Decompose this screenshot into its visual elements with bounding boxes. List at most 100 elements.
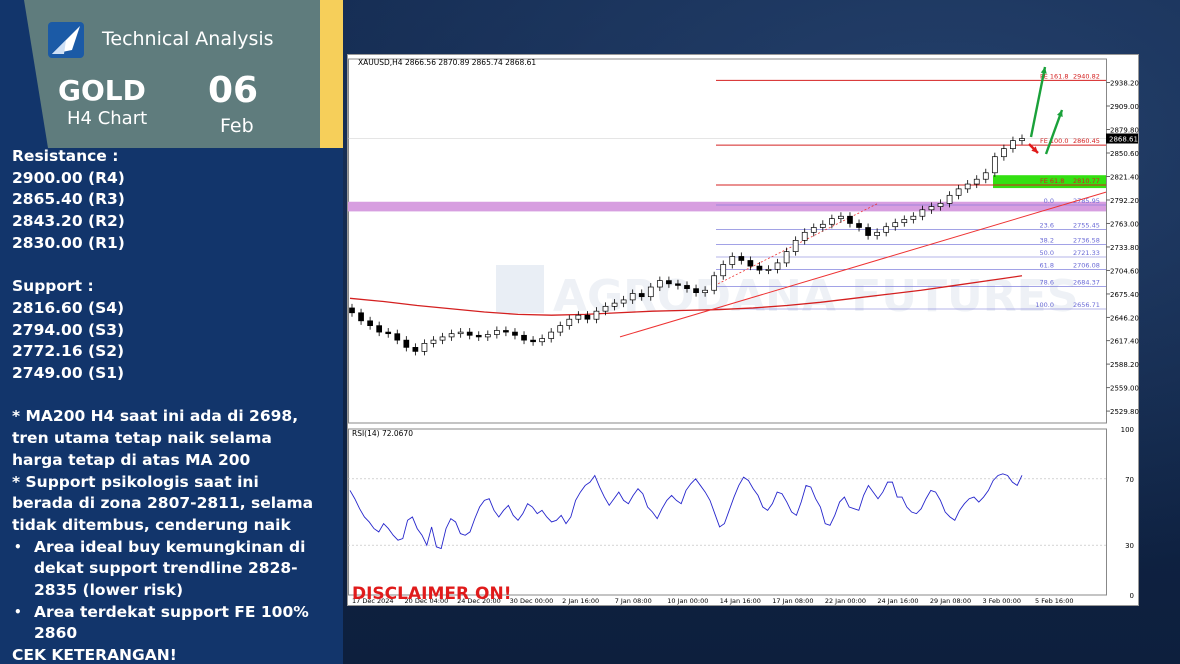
rsi-label: RSI(14) 72.0670 <box>352 429 413 438</box>
fib-level-label: 50.0 <box>1040 249 1054 257</box>
candle-body <box>937 203 944 207</box>
price-tick-label: 2559.00 <box>1110 385 1139 393</box>
x-tick-label: 5 Feb 16:00 <box>1035 597 1074 605</box>
fib-level-label: 38.2 <box>1040 237 1054 245</box>
price-tick-label: 2850.60 <box>1110 150 1139 158</box>
x-tick-label: 20 Dec 04:00 <box>405 597 449 605</box>
candle-body <box>973 178 980 185</box>
resistance-r1: 2830.00 (R1) <box>12 233 125 252</box>
x-tick-label: 10 Jan 00:00 <box>667 597 708 605</box>
projection-arrow-up-2-head <box>1056 110 1063 117</box>
candle-body <box>367 320 373 326</box>
rsi-level-label: 70 <box>1125 476 1134 484</box>
support-s1: 2749.00 (S1) <box>12 364 125 383</box>
disclaimer-text: DISCLAIMER ON! <box>352 584 512 604</box>
price-tick-label: 2733.80 <box>1110 244 1139 252</box>
header-accent-tab <box>320 0 343 148</box>
price-tick-label: 2646.20 <box>1110 314 1139 322</box>
candle-body <box>982 172 989 180</box>
fe-level-label: FE 100.0 <box>1040 137 1069 145</box>
x-tick-label: 17 Dec 2024 <box>352 597 394 605</box>
fib-level-value: 2706.08 <box>1073 261 1100 269</box>
candle-body <box>964 183 971 190</box>
x-tick-label: 29 Jan 08:00 <box>930 597 971 605</box>
x-tick-label: 22 Jan 00:00 <box>825 597 866 605</box>
fe-level-value: 2810.77 <box>1073 177 1100 185</box>
candle-body <box>910 215 917 220</box>
date-month: Feb <box>220 115 254 137</box>
resistance-title: Resistance : <box>12 147 119 165</box>
candle-body <box>376 325 383 333</box>
candle-body <box>693 288 699 294</box>
candle-body <box>349 307 355 314</box>
candle-body <box>629 293 636 301</box>
candle-body <box>656 280 663 288</box>
candle-body <box>991 156 998 174</box>
candle-body <box>394 333 401 341</box>
price-tick-label: 2617.40 <box>1110 338 1139 346</box>
candle-body <box>765 268 772 271</box>
price-tick-label: 2879.80 <box>1110 127 1139 135</box>
fib-level-label: 0.0 <box>1044 197 1054 205</box>
candle-body <box>466 331 473 336</box>
price-tick-label: 2588.20 <box>1110 361 1139 369</box>
candle-body <box>611 302 618 307</box>
candle-body <box>421 343 428 352</box>
support-s2: 2772.16 (S2) <box>12 342 125 361</box>
candle-body <box>901 219 908 224</box>
price-tick-label: 2529.80 <box>1110 408 1139 416</box>
candle-body <box>430 339 437 344</box>
candle-body <box>783 251 790 264</box>
price-tick-label: 2909.00 <box>1110 103 1139 111</box>
candle-body <box>448 333 455 338</box>
fib-level-value: 2785.95 <box>1073 197 1100 205</box>
logo-arrow-icon <box>52 26 80 54</box>
candle-body <box>819 223 826 228</box>
price-tick-label: 2675.40 <box>1110 291 1139 299</box>
candle-body <box>684 285 690 289</box>
candle-body <box>358 312 364 322</box>
candle-body <box>946 194 953 204</box>
projection-arrow-up-1 <box>1029 66 1047 138</box>
candle-body <box>584 314 591 320</box>
candle-body <box>747 260 754 267</box>
candle-body <box>702 289 708 294</box>
candle-body <box>756 265 763 271</box>
candle-body <box>838 215 844 219</box>
candle-body <box>521 334 527 341</box>
zone-pink <box>348 201 1106 212</box>
fib-level-value: 2656.71 <box>1073 301 1100 309</box>
candle-body <box>412 347 419 352</box>
resistance-r4: 2900.00 (R4) <box>12 168 125 187</box>
spacer <box>12 255 322 277</box>
header-brand: Technical Analysis <box>102 28 274 50</box>
x-tick-label: 3 Feb 00:00 <box>982 597 1021 605</box>
chart-timeframe: H4 Chart <box>67 108 148 129</box>
fe-level-label: FE 161.8 <box>1040 72 1069 80</box>
support-trendline <box>619 191 1107 338</box>
projection-arrow-down-head <box>1031 146 1038 153</box>
fe-level-value: 2940.82 <box>1073 72 1100 80</box>
price-pane-border <box>348 58 1107 424</box>
date-day: 06 <box>208 70 259 111</box>
fib-level-label: 23.6 <box>1040 222 1054 230</box>
support-s4: 2816.60 (S4) <box>12 298 125 317</box>
bullet-fe100: Area terdekat support FE 100% 2860 <box>12 602 322 645</box>
fib-level-label: 61.8 <box>1040 261 1054 269</box>
x-tick-label: 24 Dec 20:00 <box>457 597 501 605</box>
candle-body <box>720 264 727 277</box>
candle-body <box>385 331 392 335</box>
analysis-notes: Resistance : 2900.00 (R4) 2865.40 (R3) 2… <box>12 146 322 664</box>
fib-level-value: 2721.33 <box>1073 249 1100 257</box>
spacer <box>12 385 322 407</box>
candle-body <box>457 331 464 335</box>
fe-level-value: 2860.45 <box>1073 137 1100 145</box>
chart-canvas: AGRODANA FUTURES FE 161.8 2940.82 FE 100.0… <box>348 58 1139 605</box>
candle-body <box>675 283 681 286</box>
candle-body <box>1001 148 1007 158</box>
candle-body <box>874 231 880 236</box>
fib-level-value: 2736.58 <box>1073 237 1100 245</box>
comment-psych-support: * Support psikologis saat ini berada di … <box>12 472 314 534</box>
candle-body <box>647 286 654 298</box>
fib-level-label: 100.0 <box>1035 301 1054 309</box>
